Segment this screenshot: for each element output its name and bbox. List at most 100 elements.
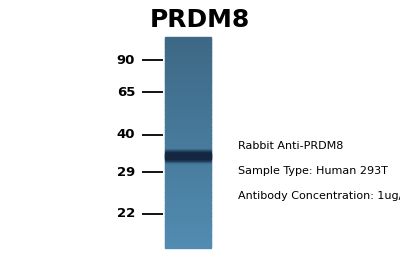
- Bar: [165, 60, 211, 64]
- Bar: [165, 161, 211, 162]
- Bar: [165, 52, 211, 56]
- Bar: [165, 221, 211, 225]
- Bar: [165, 108, 211, 111]
- Text: Sample Type: Human 293T: Sample Type: Human 293T: [238, 166, 388, 176]
- Bar: [165, 145, 211, 148]
- Bar: [165, 155, 211, 156]
- Bar: [165, 154, 211, 155]
- Bar: [165, 71, 211, 74]
- Bar: [165, 79, 211, 82]
- Bar: [165, 187, 211, 190]
- Text: Rabbit Anti-PRDM8: Rabbit Anti-PRDM8: [238, 140, 343, 151]
- Text: 90: 90: [117, 54, 135, 66]
- Bar: [165, 213, 211, 217]
- Bar: [165, 55, 211, 58]
- Bar: [165, 73, 211, 77]
- Bar: [165, 132, 211, 135]
- Bar: [165, 171, 211, 175]
- Bar: [165, 152, 211, 156]
- Bar: [165, 126, 211, 130]
- Bar: [165, 218, 211, 222]
- Text: 22: 22: [117, 207, 135, 220]
- Text: 40: 40: [117, 128, 135, 141]
- Bar: [165, 205, 211, 209]
- Bar: [165, 116, 211, 119]
- Bar: [165, 239, 211, 243]
- Text: PRDM8: PRDM8: [150, 8, 250, 32]
- Bar: [165, 176, 211, 180]
- Bar: [165, 160, 211, 161]
- Bar: [165, 50, 211, 53]
- Bar: [165, 166, 211, 169]
- Bar: [165, 216, 211, 219]
- Bar: [165, 137, 211, 140]
- Bar: [165, 160, 211, 164]
- Bar: [165, 42, 211, 45]
- Bar: [165, 95, 211, 98]
- Bar: [165, 97, 211, 101]
- Bar: [165, 89, 211, 93]
- Bar: [165, 203, 211, 206]
- Bar: [165, 153, 211, 154]
- Bar: [165, 124, 211, 127]
- Bar: [165, 232, 211, 235]
- Bar: [165, 149, 211, 150]
- Bar: [165, 139, 211, 143]
- Bar: [165, 66, 211, 69]
- Text: 65: 65: [117, 86, 135, 99]
- Bar: [165, 160, 211, 161]
- Bar: [165, 58, 211, 61]
- Bar: [165, 245, 211, 248]
- Bar: [165, 103, 211, 106]
- Bar: [165, 208, 211, 211]
- Bar: [165, 63, 211, 66]
- Bar: [165, 37, 211, 40]
- Bar: [165, 121, 211, 124]
- Bar: [165, 134, 211, 138]
- Bar: [165, 211, 211, 214]
- Bar: [165, 47, 211, 50]
- Bar: [165, 92, 211, 95]
- Bar: [165, 111, 211, 114]
- Bar: [165, 76, 211, 80]
- Bar: [165, 155, 211, 159]
- Bar: [165, 229, 211, 233]
- Bar: [165, 150, 211, 151]
- Bar: [165, 184, 211, 188]
- Bar: [165, 150, 211, 153]
- Bar: [165, 157, 211, 158]
- Bar: [165, 200, 211, 203]
- Bar: [165, 149, 211, 150]
- Bar: [165, 224, 211, 227]
- Bar: [165, 81, 211, 85]
- Bar: [165, 150, 211, 151]
- Bar: [165, 234, 211, 238]
- Text: 29: 29: [117, 166, 135, 179]
- Bar: [165, 45, 211, 48]
- Bar: [165, 226, 211, 230]
- Bar: [165, 152, 211, 153]
- Bar: [165, 174, 211, 177]
- Bar: [165, 192, 211, 195]
- Bar: [165, 162, 211, 163]
- Bar: [165, 84, 211, 88]
- Bar: [165, 168, 211, 172]
- Bar: [165, 147, 211, 151]
- Bar: [165, 190, 211, 193]
- Bar: [165, 163, 211, 167]
- Bar: [165, 179, 211, 182]
- Bar: [165, 105, 211, 109]
- Bar: [165, 159, 211, 160]
- Bar: [165, 113, 211, 116]
- Bar: [165, 87, 211, 90]
- Bar: [165, 237, 211, 240]
- Bar: [165, 142, 211, 146]
- Bar: [165, 242, 211, 246]
- Text: Antibody Concentration: 1ug/mL: Antibody Concentration: 1ug/mL: [238, 191, 400, 201]
- Bar: [165, 100, 211, 103]
- Bar: [165, 39, 211, 43]
- Bar: [165, 153, 211, 154]
- Bar: [165, 151, 211, 152]
- Bar: [165, 197, 211, 201]
- Bar: [165, 129, 211, 132]
